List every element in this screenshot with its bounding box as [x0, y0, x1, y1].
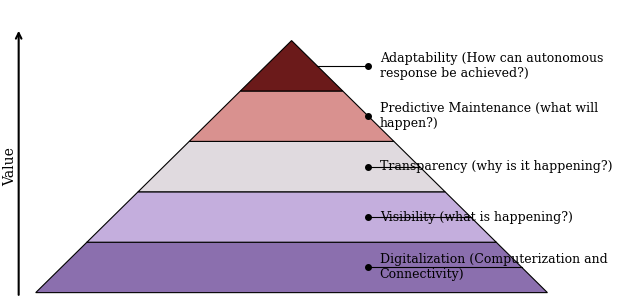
Polygon shape [36, 242, 547, 293]
Polygon shape [87, 192, 496, 242]
Polygon shape [189, 91, 394, 141]
Polygon shape [138, 141, 445, 192]
Text: Digitalization (Computerization and
Connectivity): Digitalization (Computerization and Conn… [380, 253, 607, 282]
Text: Value: Value [3, 147, 17, 186]
Text: Transparency (why is it happening?): Transparency (why is it happening?) [380, 160, 612, 173]
Polygon shape [241, 41, 343, 91]
Text: Adaptability (How can autonomous
response be achieved?): Adaptability (How can autonomous respons… [380, 52, 603, 80]
Text: Predictive Maintenance (what will
happen?): Predictive Maintenance (what will happen… [380, 102, 598, 130]
Text: Visibility (what is happening?): Visibility (what is happening?) [380, 210, 573, 224]
